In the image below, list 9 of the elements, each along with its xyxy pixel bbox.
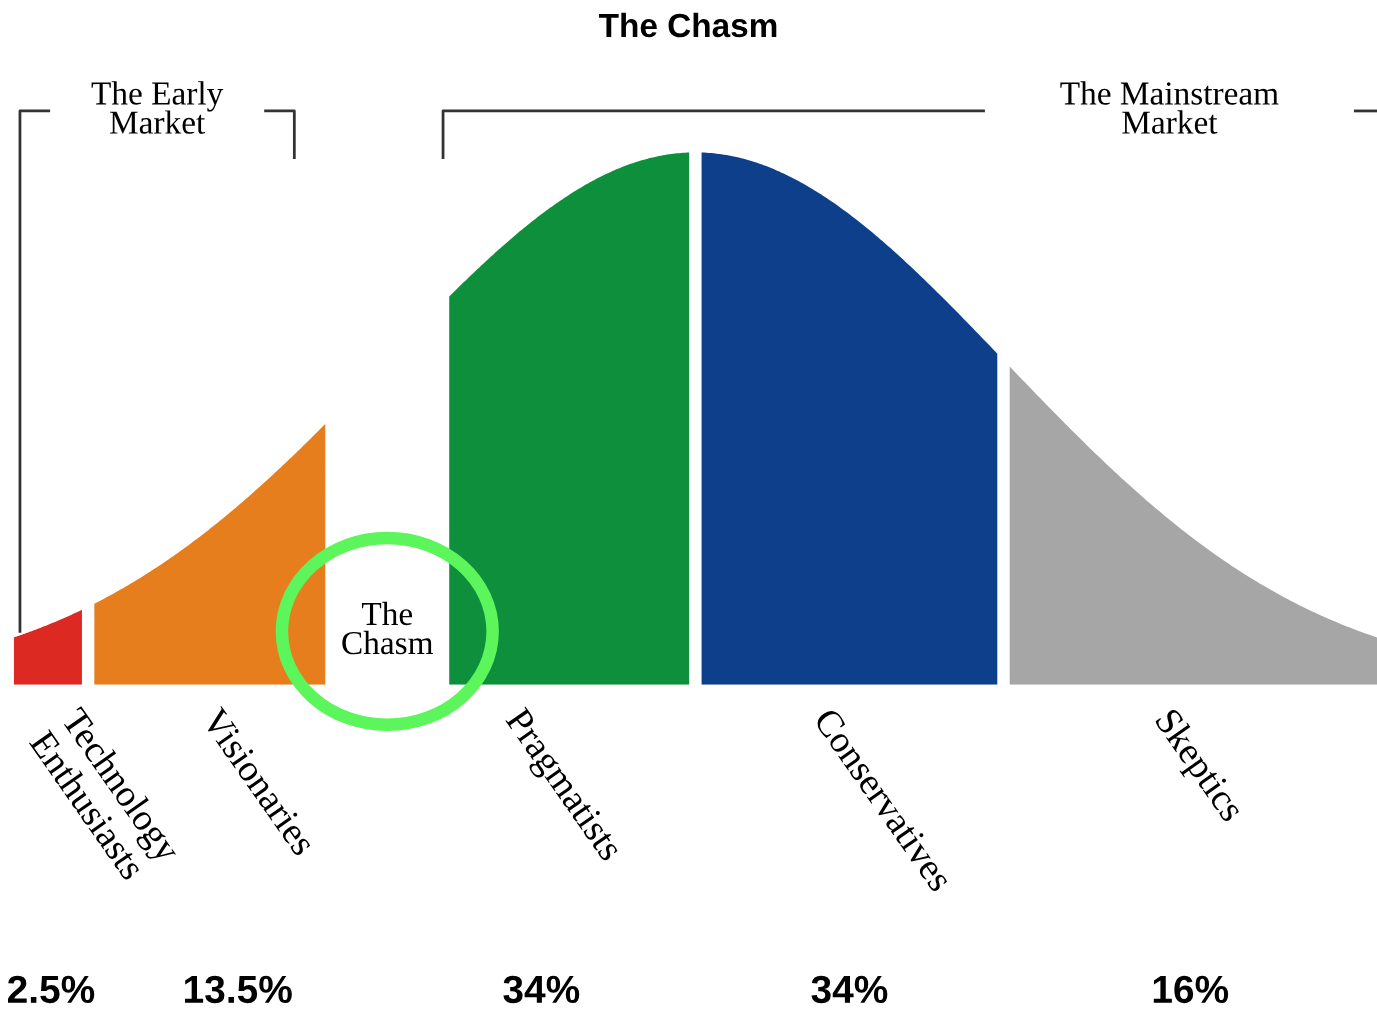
data-label: 34% — [503, 975, 580, 1004]
text: The Early Market — [91, 81, 224, 134]
text: The Chasm — [599, 12, 777, 38]
data-label: 16% — [1153, 975, 1229, 1004]
text: The Chasm — [342, 601, 434, 655]
data-label: 2.5% — [7, 975, 95, 1004]
text: The Mainstream Market — [1060, 81, 1279, 134]
data-label: 13.5% — [185, 975, 292, 1004]
data-label: 34% — [811, 975, 888, 1004]
